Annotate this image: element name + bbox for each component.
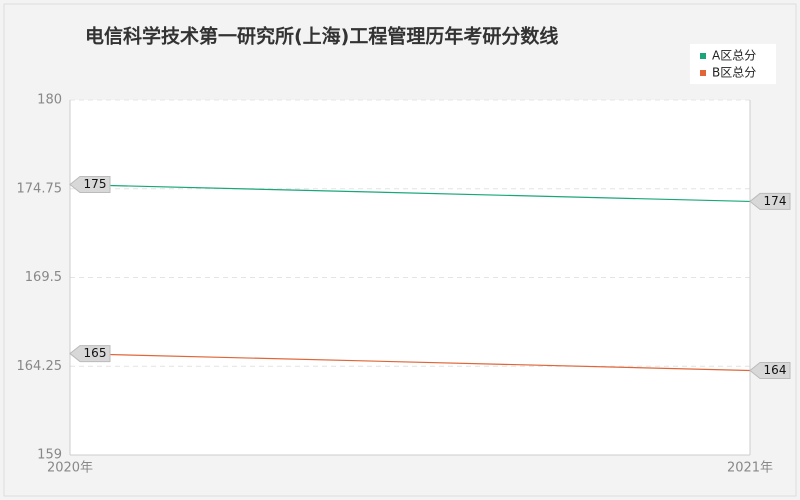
data-label: 165 — [84, 346, 107, 360]
data-label: 174 — [764, 194, 787, 208]
data-label-box — [749, 361, 791, 379]
series-line — [69, 352, 751, 372]
legend-label: B区总分 — [712, 66, 756, 80]
x-tick-label: 2021年 — [727, 461, 773, 476]
data-label: 175 — [84, 177, 107, 191]
y-tick-label: 169.5 — [25, 270, 62, 285]
legend-box — [690, 44, 776, 84]
legend-label: A区总分 — [712, 49, 756, 63]
series-line — [69, 183, 751, 203]
data-label: 164 — [764, 363, 787, 377]
legend-swatch — [700, 53, 706, 59]
x-tick-label: 2020年 — [47, 461, 93, 476]
chart-title: 电信科学技术第一研究所(上海)工程管理历年考研分数线 — [85, 25, 558, 48]
data-label-box — [69, 345, 111, 363]
y-tick-label: 174.75 — [17, 181, 63, 196]
y-tick-label: 159 — [37, 448, 62, 463]
legend-swatch — [700, 70, 706, 76]
y-tick-label: 180 — [37, 93, 62, 108]
y-tick-label: 164.25 — [17, 359, 63, 374]
data-label-box — [69, 176, 111, 194]
plot-area — [70, 100, 750, 455]
data-label-box — [749, 192, 791, 210]
